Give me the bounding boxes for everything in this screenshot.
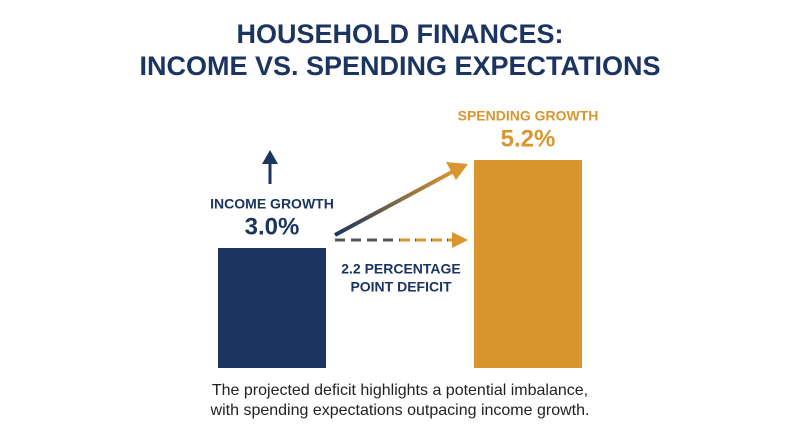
title-line: INCOME VS. SPENDING EXPECTATIONS xyxy=(139,51,660,81)
category-label: INCOME GROWTH xyxy=(210,196,334,212)
bar xyxy=(474,160,582,368)
growth-arrow xyxy=(334,162,468,237)
up-arrow xyxy=(262,150,278,184)
value-label: 3.0% xyxy=(245,213,300,240)
category-label: SPENDING GROWTH xyxy=(458,108,599,124)
caption-line: with spending expectations outpacing inc… xyxy=(210,402,590,419)
bar xyxy=(218,248,326,368)
value-label: 5.2% xyxy=(501,125,556,152)
title-line: HOUSEHOLD FINANCES: xyxy=(236,19,563,49)
caption-line: The projected deficit highlights a poten… xyxy=(212,382,588,399)
annotation-line: 2.2 PERCENTAGE xyxy=(341,261,461,277)
deficit-arrow xyxy=(335,232,468,248)
annotation-line: POINT DEFICIT xyxy=(350,279,452,295)
